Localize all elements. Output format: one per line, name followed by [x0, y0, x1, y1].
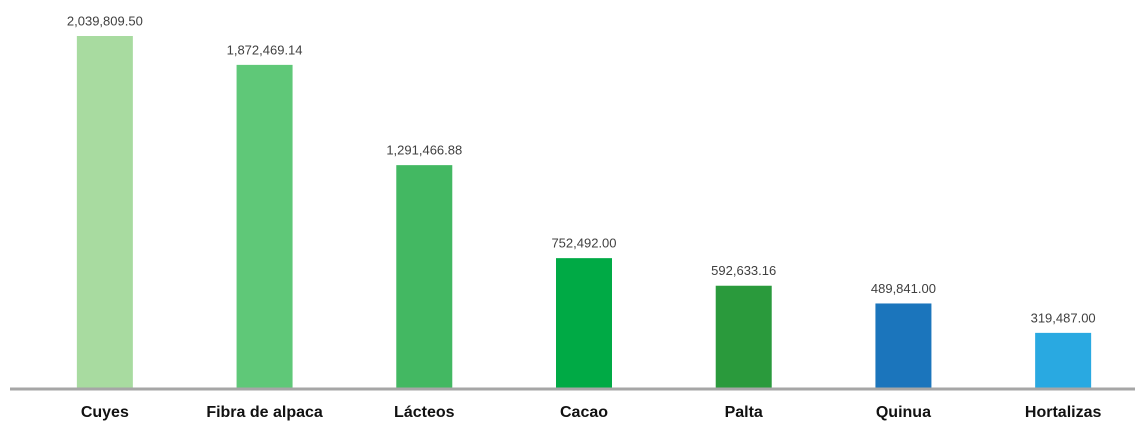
value-label: 752,492.00 [551, 236, 616, 251]
x-tick-label: Palta [725, 404, 763, 421]
value-label: 1,872,469.14 [227, 42, 303, 57]
value-label: 319,487.00 [1031, 310, 1096, 325]
value-label: 1,291,466.88 [386, 143, 462, 158]
bar [556, 258, 612, 388]
bar [875, 303, 932, 388]
x-tick-label: Cacao [560, 404, 608, 421]
bar [76, 36, 133, 388]
value-label: 489,841.00 [871, 281, 936, 296]
value-label: 592,633.16 [711, 263, 776, 278]
x-tick-label: Quinua [876, 404, 931, 421]
bar [396, 165, 453, 388]
x-tick-label: Lácteos [394, 404, 455, 421]
bar [236, 64, 293, 389]
x-tick-label: Cuyes [81, 404, 129, 421]
value-label: 2,039,809.50 [67, 13, 143, 28]
bar [715, 285, 772, 388]
bar [1035, 332, 1092, 388]
x-tick-label: Fibra de alpaca [206, 404, 323, 421]
x-tick-label: Hortalizas [1025, 404, 1102, 421]
